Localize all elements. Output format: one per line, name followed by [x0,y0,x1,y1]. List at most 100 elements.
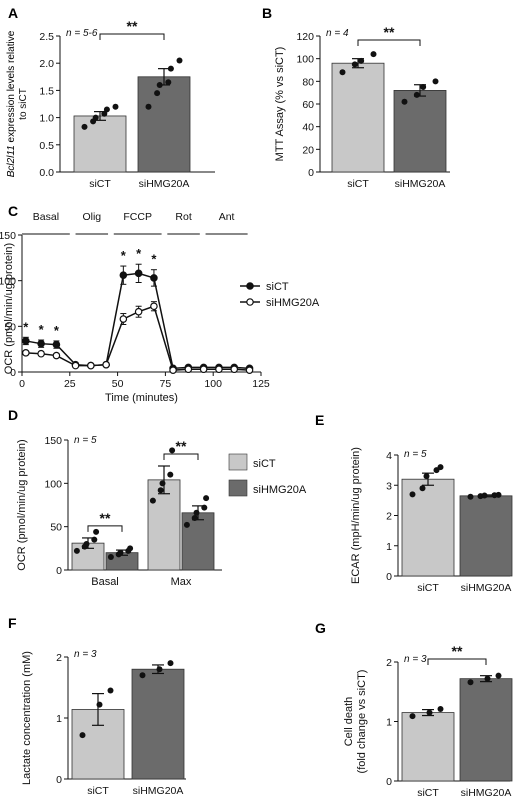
bar-sihmg20a-data-point [420,84,427,90]
data-point-sict [134,269,143,278]
y-tick-label: 0 [386,776,392,788]
bar-sict-max-data-point [167,471,174,478]
panel-g: 0 1 2 siCT siHMG20A n = 3 ** Cell death (fold ch… [343,643,513,799]
legend-marker [246,282,254,290]
phase-label-fccp: FCCP [123,211,152,223]
panel-letter-b: B [262,5,272,21]
y-tick-label: 2 [386,657,392,669]
bar-sihmg20a-data-point [467,493,474,500]
data-point-sihmg20a [199,365,208,374]
bar-sihmg20a-basal-data-point [117,549,124,556]
bar-sict-basal-data-point [83,541,90,547]
bar-sict-data-point [409,713,416,720]
phase-label-ant: Ant [219,211,235,223]
panel-letter-e: E [315,412,324,428]
significance-star: * [23,319,29,334]
significance-label-bracket [163,453,199,460]
significance-label: ** [100,510,111,526]
data-point-sihmg20a [184,365,193,374]
x-category-label: siHMG20A [133,785,184,797]
legend-label: siCT [266,281,289,293]
y-tick-label: 0 [56,774,62,786]
data-point-sihmg20a [215,365,223,374]
significance-label-bracket [427,658,487,665]
panel-letter-c: C [8,203,18,219]
bar-sihmg20a-data-point [139,672,146,679]
bar-sihmg20a-max-data-point [203,495,210,502]
bar-sict-data-point [112,103,119,110]
bar-sihmg20a-data-point [154,90,161,97]
significance-star: * [151,252,157,267]
bar-sihmg20a-data-point [413,91,420,98]
y-tick-label: 2.0 [39,58,54,70]
y-tick-label: 100 [0,276,16,288]
bar-sict-bar [73,115,127,173]
panel-letter-f: F [8,615,17,631]
bar-sict-bar [331,62,385,173]
panel-e: 0 1 2 3 4 siCT siHMG20A n = 5 ECAR (mpH/min/ug p… [350,447,513,594]
y-tick-label: 0 [386,571,392,583]
significance-label-bracket [99,33,165,40]
significance-label: ** [127,18,138,34]
legend-swatch [228,453,248,471]
y-tick-label: 1 [56,713,62,725]
x-category-label: siHMG20A [461,582,512,594]
x-tick-label: 50 [112,378,124,390]
x-tick-label: 125 [252,378,270,390]
bar-sihmg20a-bar [459,495,513,577]
bar-sihmg20a-data-point [176,57,183,64]
bar-sihmg20a-basal-data-point [127,545,134,552]
y-axis-label: OCR (pmol/min/ug protein) [16,439,28,570]
data-point-sihmg20a [134,307,143,316]
bar-sict-basal-data-point [73,547,80,554]
panel-f: 0 1 2 siCT siHMG20A n = 3 Lactate concentratio… [21,649,186,797]
x-category-label: siHMG20A [395,178,446,190]
panel-letter-d: D [8,407,18,423]
y-axis-label-gene: Bcl2l11 [6,145,17,177]
bar-sihmg20a-data-point [167,660,174,667]
significance-star: * [39,322,45,337]
bar-sihmg20a-data-point [495,672,502,679]
y-tick-label: 40 [302,122,314,134]
significance-label: ** [176,438,187,454]
y-tick-label: 50 [50,522,62,534]
significance-star: * [121,248,127,263]
y-tick-label: 0.0 [39,167,54,179]
bar-sihmg20a-max-data-point [201,504,208,511]
data-point-sihmg20a [230,365,239,374]
y-tick-label: 100 [44,478,62,490]
y-tick-label: 0 [10,367,16,379]
x-tick-label: 100 [204,378,222,390]
panel-letter-g: G [315,620,326,636]
bar-sihmg20a-max-data-point [191,515,198,521]
legend-label: siHMG20A [253,484,307,496]
bar-sict-data-point [339,69,346,76]
bar-sict-data-point [103,106,110,113]
y-tick-label: 2.5 [39,31,54,43]
data-point-sihmg20a [245,366,254,374]
significance-star: * [136,246,142,261]
y-tick-label: 4 [386,450,392,462]
bar-sict-data-point [81,123,88,130]
bar-sict-data-point [101,110,108,117]
bar-sict-data-point [79,732,86,739]
x-category-label: siCT [87,785,109,797]
n-label: n = 3 [404,654,427,665]
bar-sihmg20a-data-point [156,81,163,88]
n-label: n = 5-6 [66,28,98,39]
phase-label-basal: Basal [33,211,59,223]
panel-a: 0.0 0.5 1.0 1.5 2.0 2.5 siCT siHMG20A n = 5-6 ** B… [6,18,215,190]
y-tick-label: 60 [302,99,314,111]
y-axis-label: ECAR (mpH/min/ug protein) [350,447,362,584]
significance-label-bracket [357,39,421,46]
bar-sict-max-data-point [169,447,176,454]
bar-sihmg20a-bar [459,678,513,782]
data-point-sihmg20a [22,349,30,357]
data-point-sihmg20a [37,349,45,358]
bar-sict-data-point [370,51,377,58]
x-category-label: siCT [417,582,439,594]
y-tick-label: 2 [56,652,62,664]
y-tick-label: 1 [386,717,392,729]
bar-sict-basal-data-point [93,528,100,535]
bar-sihmg20a-data-point [484,675,491,682]
